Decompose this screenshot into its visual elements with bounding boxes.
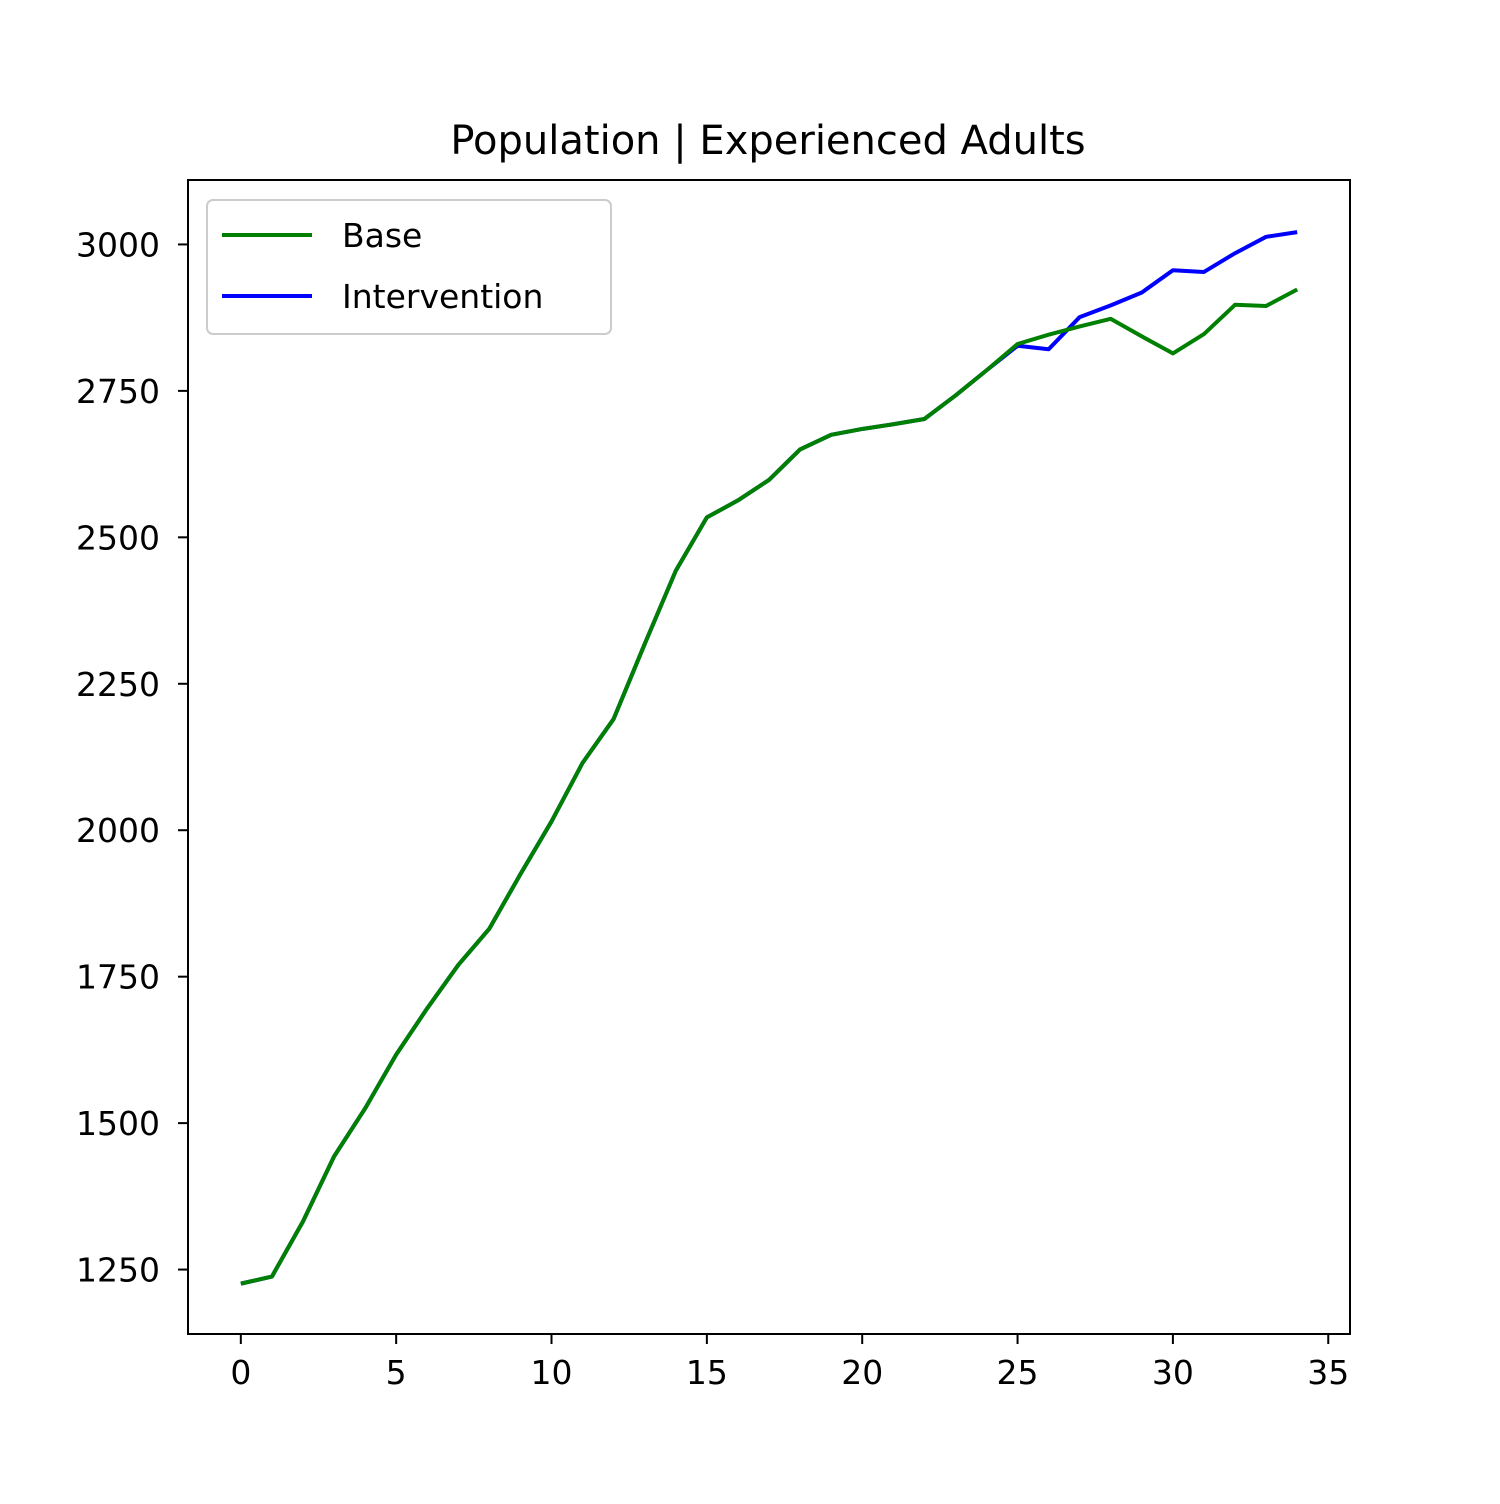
x-tick-label: 35 <box>1307 1353 1349 1392</box>
x-tick-label: 25 <box>997 1353 1039 1392</box>
series-line-base <box>240 287 1299 1286</box>
y-tick-label: 1750 <box>76 958 160 997</box>
legend-label: Intervention <box>342 277 543 316</box>
x-tick-label: 0 <box>230 1353 251 1392</box>
y-axis: 1250 1500 1750 2000 2250 2500 2750 3000 <box>76 225 188 1290</box>
plot-frame <box>187 179 1351 1335</box>
y-tick-label: 2250 <box>76 665 160 704</box>
chart-title: Population | Experienced Adults <box>450 118 1085 164</box>
y-tick-label: 1500 <box>76 1104 160 1143</box>
y-tick-label: 2750 <box>76 372 160 411</box>
x-tick-label: 20 <box>841 1353 883 1392</box>
plot-lines <box>240 230 1299 1286</box>
y-tick-label: 1250 <box>76 1251 160 1290</box>
y-tick-label: 2500 <box>76 518 160 557</box>
x-tick-label: 10 <box>531 1353 573 1392</box>
y-tick-label: 3000 <box>76 225 160 264</box>
legend-label: Base <box>342 216 422 255</box>
legend: Base Intervention <box>206 199 612 335</box>
x-tick-label: 30 <box>1152 1353 1194 1392</box>
x-tick-label: 15 <box>686 1353 728 1392</box>
y-tick-label: 2000 <box>76 811 160 850</box>
x-tick-label: 5 <box>386 1353 407 1392</box>
x-axis: 0 5 10 15 20 25 30 35 <box>230 1334 1349 1392</box>
